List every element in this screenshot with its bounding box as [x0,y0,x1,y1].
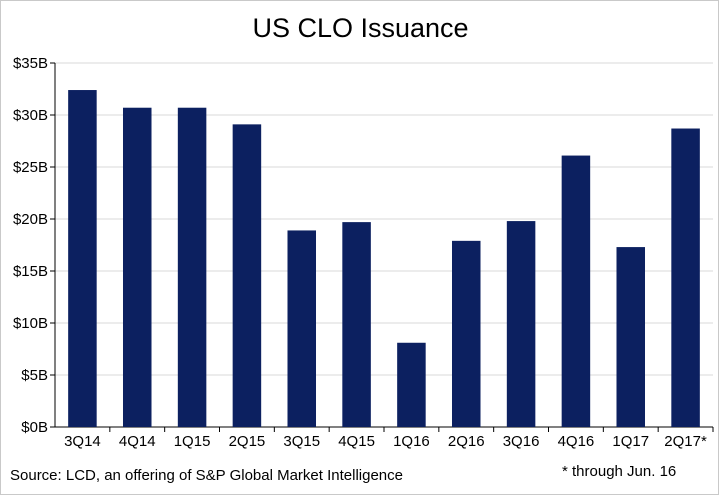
source-note: Source: LCD, an offering of S&P Global M… [10,467,403,484]
y-tick-label: $5B [21,367,48,384]
x-tick-label: 3Q15 [283,433,320,450]
bar-2Q15 [232,124,262,428]
y-tick-label: $35B [13,55,48,72]
x-tick-label: 3Q16 [503,433,540,450]
x-tick-labels: 3Q14 4Q14 1Q15 2Q15 3Q15 4Q15 1Q16 2Q16 3Q16 4Q16… [64,433,707,450]
bar-1Q16 [397,342,426,427]
x-tick-label: 4Q16 [558,433,595,450]
y-tick-labels: $0B $5B $10B $15B $20B $25B $30B $35B [13,55,48,436]
axes [50,62,714,432]
gridlines [55,62,713,376]
y-tick-label: $15B [13,263,48,280]
footnote: * through Jun. 16 [562,463,677,480]
chart-title: US CLO Issuance [252,13,469,43]
bar-3Q14 [68,90,97,427]
y-tick-label: $0B [21,419,48,436]
y-tick-label: $10B [13,315,48,332]
x-tick-label: 4Q15 [338,433,375,450]
bar-3Q16 [506,221,536,427]
bar-3Q15 [287,230,317,427]
y-tick-label: $25B [13,159,48,176]
bar-1Q17 [616,247,646,427]
y-tick-label: $30B [13,107,48,124]
bar-4Q16 [561,155,591,427]
x-tick-label: 1Q15 [174,433,211,450]
bar-2Q16 [451,240,481,427]
x-tick-label: 2Q16 [448,433,485,450]
x-tick-label: 1Q16 [393,433,430,450]
bar-1Q15 [177,107,207,427]
bar-4Q15 [342,222,371,427]
bar-4Q14 [122,107,152,427]
x-tick-label: 2Q15 [229,433,266,450]
bars [68,90,700,428]
x-tick-label: 1Q17 [612,433,649,450]
x-tick-label: 4Q14 [119,433,156,450]
bar-2Q17 [671,128,700,427]
y-tick-label: $20B [13,211,48,228]
x-tick-label: 2Q17* [664,433,707,450]
x-tick-label: 3Q14 [64,433,101,450]
